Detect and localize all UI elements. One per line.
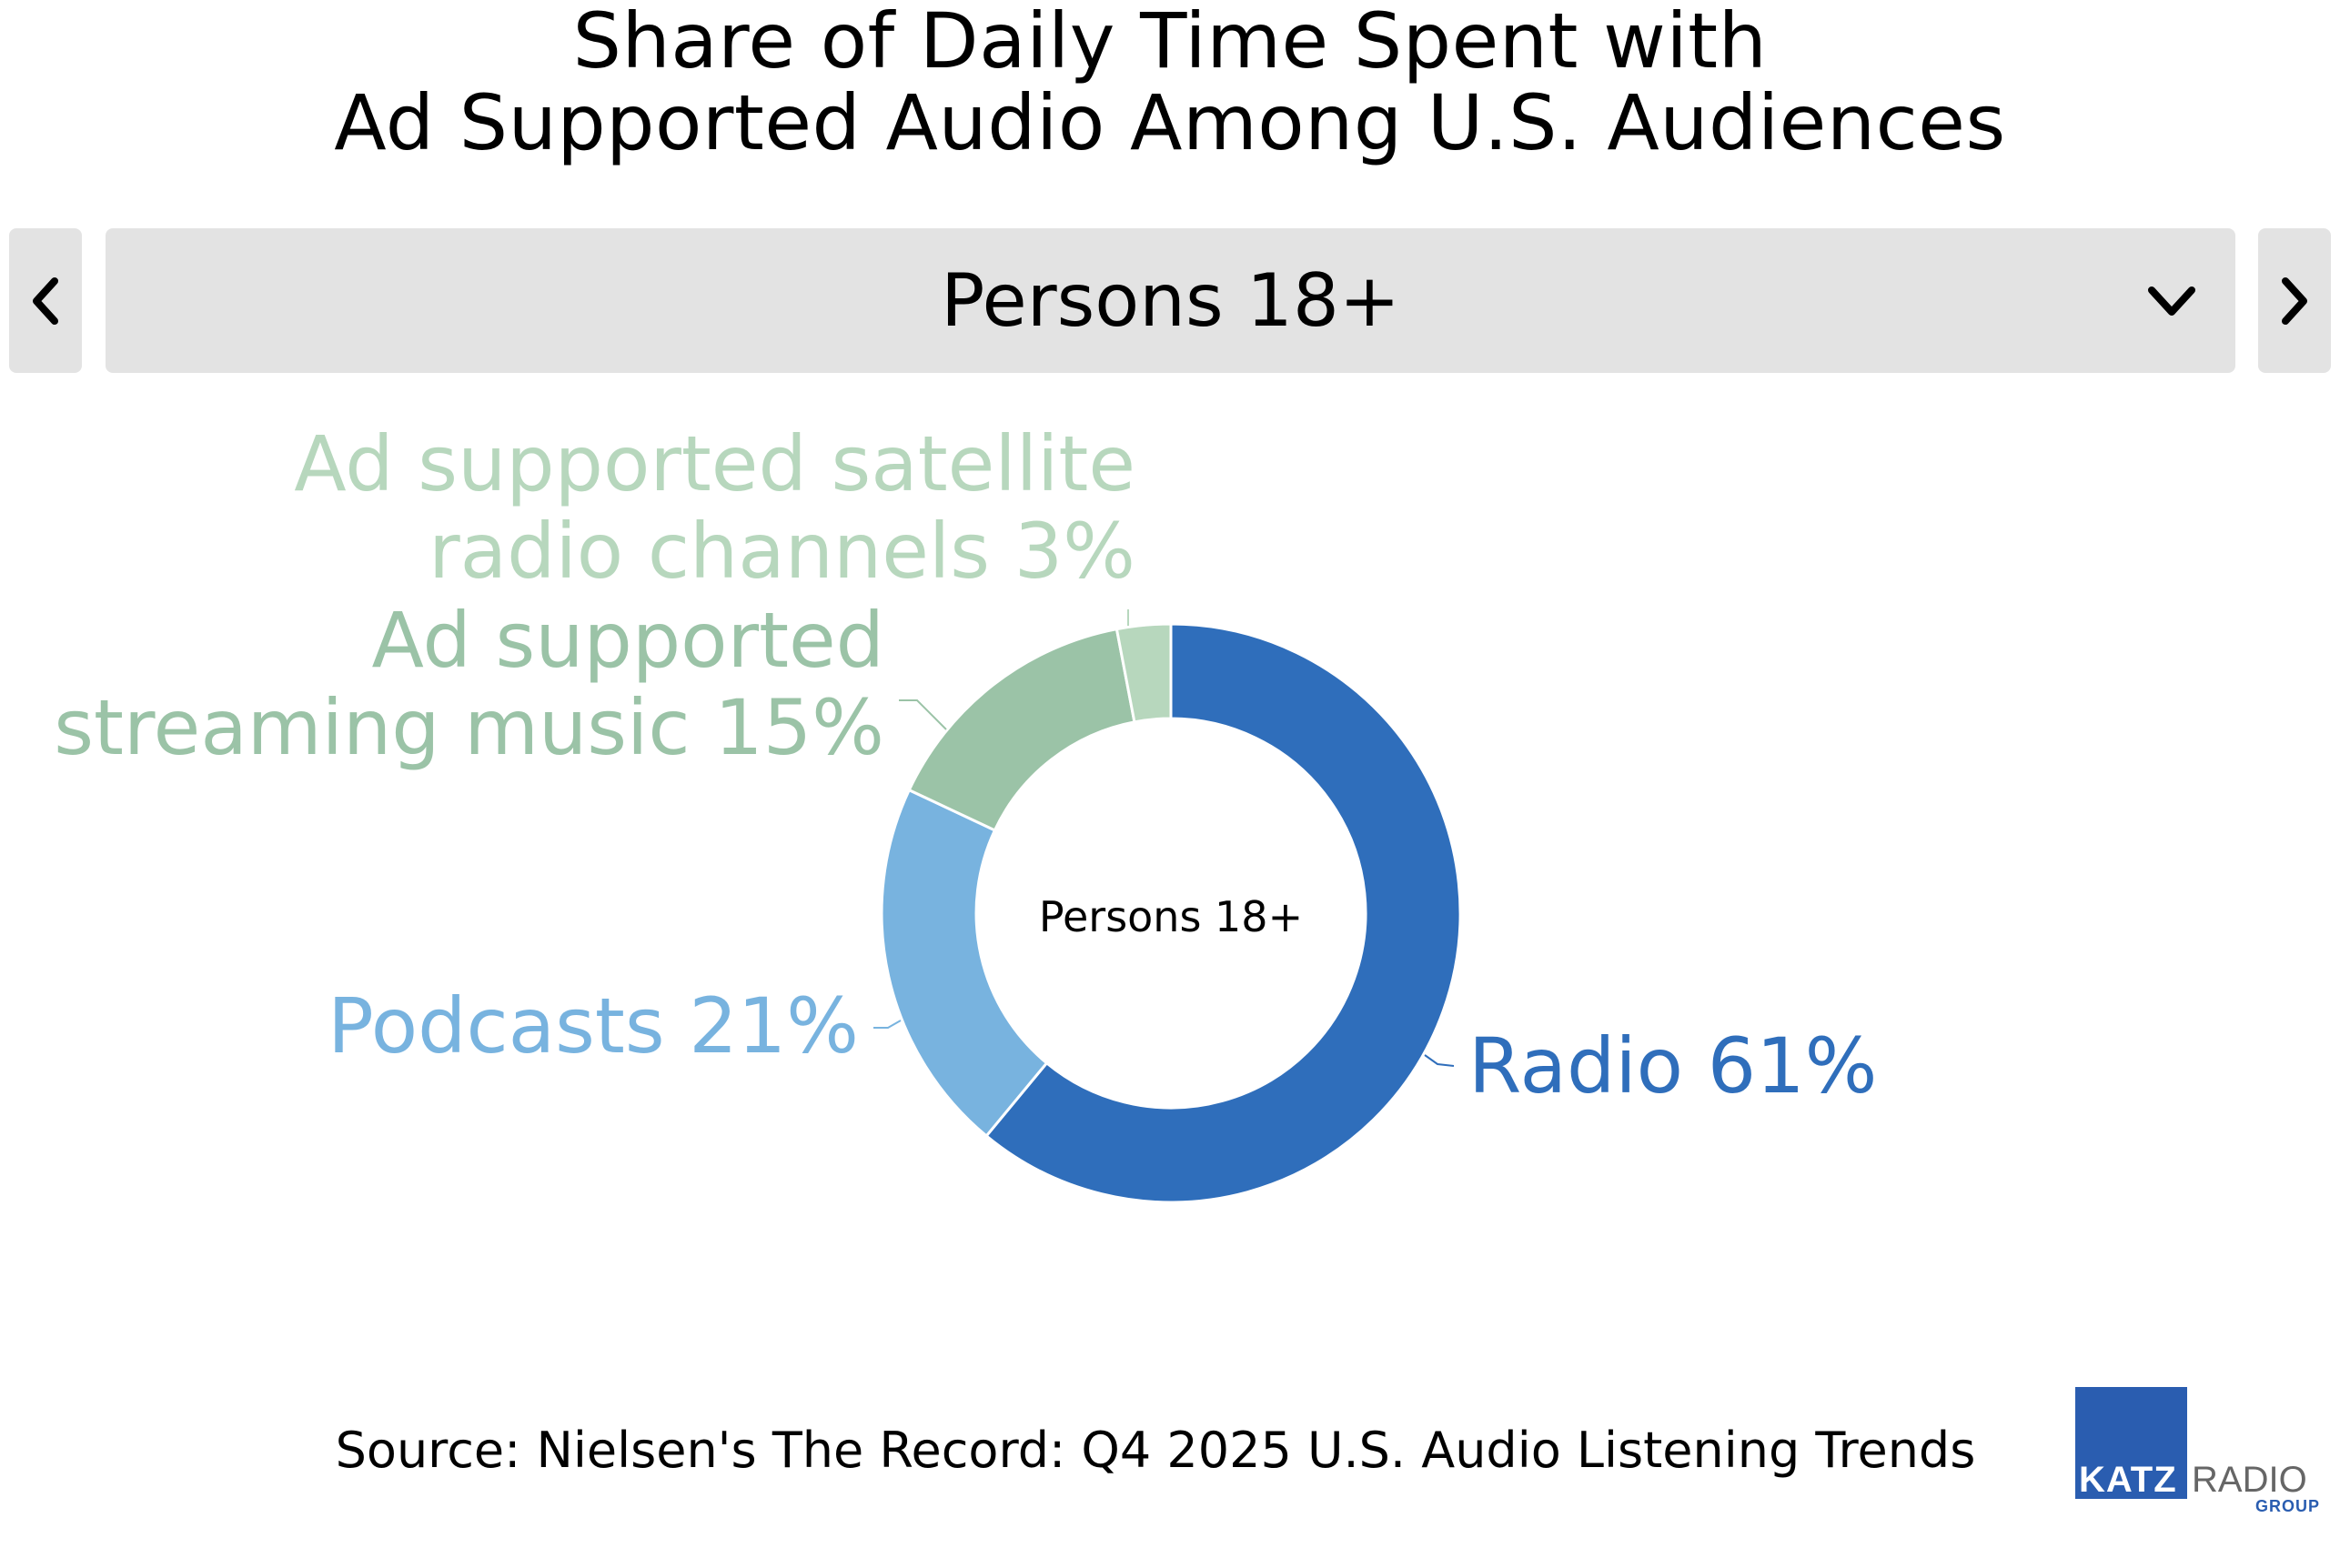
slice-satellite[interactable]: [1115, 622, 1173, 724]
slice-podcasts[interactable]: [880, 788, 1049, 1139]
donut-center-label: Persons 18+: [1039, 892, 1303, 941]
logo-katz-text: KATZ: [2079, 1460, 2177, 1500]
chevron-left-icon: [33, 276, 58, 325]
chart-title-line1: Share of Daily Time Spent with: [572, 0, 1768, 85]
slice-streaming[interactable]: [907, 627, 1136, 832]
previous-button[interactable]: [9, 228, 82, 373]
logo-radio-text: RADIO: [2192, 1460, 2307, 1500]
label-streaming: Ad supported streaming music 15%: [54, 597, 884, 771]
label-radio: Radio 61%: [1468, 1021, 1878, 1111]
slice-radio[interactable]: [984, 622, 1462, 1204]
audience-dropdown[interactable]: Persons 18+: [106, 228, 2235, 373]
chart-title-line2: Ad Supported Audio Among U.S. Audiences: [334, 78, 2006, 167]
leader-line-streaming: [899, 699, 947, 730]
chart-title: Share of Daily Time Spent with Ad Suppor…: [0, 0, 2340, 164]
label-satellite-line2: radio channels 3%: [429, 507, 1135, 596]
chevron-right-icon: [2282, 276, 2307, 325]
chevron-down-icon: [2148, 286, 2195, 316]
leader-line-radio: [1424, 1054, 1455, 1067]
katz-radio-group-logo: KATZ RADIO GROUP: [2075, 1387, 2339, 1515]
label-streaming-line1: Ad supported: [371, 596, 884, 685]
source-note: Source: Nielsen's The Record: Q4 2025 U.…: [335, 1422, 1976, 1479]
leader-line-podcasts: [873, 1020, 902, 1029]
next-button[interactable]: [2258, 228, 2331, 373]
label-streaming-line2: streaming music 15%: [54, 683, 884, 772]
label-satellite-line1: Ad supported satellite: [294, 419, 1135, 508]
label-satellite: Ad supported satellite radio channels 3%: [294, 420, 1135, 595]
dropdown-selected-value: Persons 18+: [941, 258, 1400, 343]
label-podcasts: Podcasts 21%: [328, 981, 859, 1070]
logo-blue-square: [2075, 1387, 2187, 1499]
logo-group-text: GROUP: [2255, 1497, 2321, 1515]
